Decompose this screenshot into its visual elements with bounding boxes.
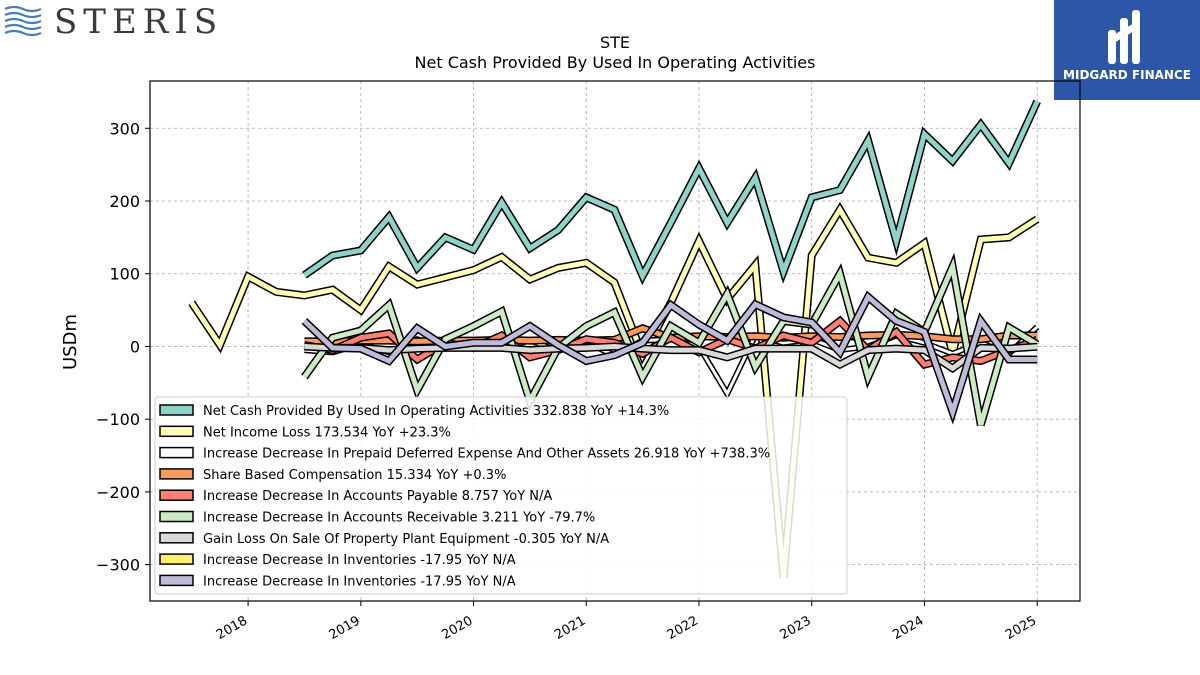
- x-tick-label: 2020: [439, 613, 475, 643]
- x-tick-label: 2022: [665, 613, 701, 643]
- x-tick-label: 2018: [214, 613, 250, 643]
- legend-swatch: [159, 510, 194, 523]
- legend-label: Increase Decrease In Accounts Payable 8.…: [203, 489, 552, 504]
- legend-label: Gain Loss On Sale Of Property Plant Equi…: [203, 532, 609, 547]
- legend-swatch: [159, 532, 194, 544]
- legend-label: Net Income Loss 173.534 YoY +23.3%: [203, 425, 451, 440]
- legend-label: Increase Decrease In Accounts Receivable…: [203, 511, 595, 526]
- plot-frame: [149, 80, 1081, 602]
- x-tick-label: 2023: [778, 613, 814, 643]
- series-lines: [188, 99, 1041, 579]
- y-tick-label: 0: [130, 337, 140, 356]
- y-tick-label: 300: [109, 119, 140, 138]
- chart-title: STE: [600, 33, 630, 52]
- legend-swatch: [159, 425, 194, 438]
- x-tick-label: 2019: [327, 613, 363, 643]
- legend-swatch: [159, 404, 194, 416]
- series-line: [304, 343, 1038, 372]
- series-line: [189, 204, 1039, 578]
- series-line: [302, 293, 1038, 420]
- y-tick-label: −100: [96, 410, 140, 429]
- legend-frame: [154, 396, 848, 595]
- legend-label: Share Based Compensation 15.334 YoY +0.3…: [203, 468, 506, 483]
- y-tick-label: 200: [109, 192, 140, 211]
- legend: Net Cash Provided By Used In Operating A…: [154, 396, 848, 595]
- x-tick-label: 2025: [1003, 613, 1039, 643]
- legend-swatch: [159, 553, 194, 565]
- series-line: [303, 317, 1039, 368]
- y-axis-label: USDm: [60, 314, 81, 370]
- legend-swatch: [159, 489, 194, 501]
- y-tick-label: 100: [109, 265, 140, 284]
- x-tick-label: 2021: [552, 613, 588, 643]
- steris-logo: STERIS: [4, 2, 224, 42]
- midgard-finance-text: MIDGARD FINANCE: [1063, 68, 1191, 82]
- waves-icon: [4, 5, 42, 37]
- legend-swatch: [159, 446, 194, 459]
- chart-subtitle: Net Cash Provided By Used In Operating A…: [415, 53, 816, 72]
- y-tick-label: −200: [96, 483, 140, 502]
- y-tick-label: −300: [96, 556, 140, 575]
- legend-swatch: [159, 574, 194, 587]
- series-line: [302, 100, 1040, 282]
- legend-label: Increase Decrease In Inventories -17.95 …: [203, 553, 516, 568]
- midgard-mark-icon: [1108, 10, 1140, 64]
- x-tick-label: 2024: [890, 613, 926, 643]
- midgard-finance-logo: MIDGARD FINANCE: [1054, 0, 1200, 100]
- legend-swatch: [159, 468, 194, 480]
- legend-label: Increase Decrease In Prepaid Deferred Ex…: [203, 447, 770, 462]
- legend-label: Increase Decrease In Inventories -17.95 …: [203, 574, 516, 589]
- legend-label: Net Cash Provided By Used In Operating A…: [203, 404, 669, 419]
- steris-logo-text: STERIS: [54, 2, 224, 42]
